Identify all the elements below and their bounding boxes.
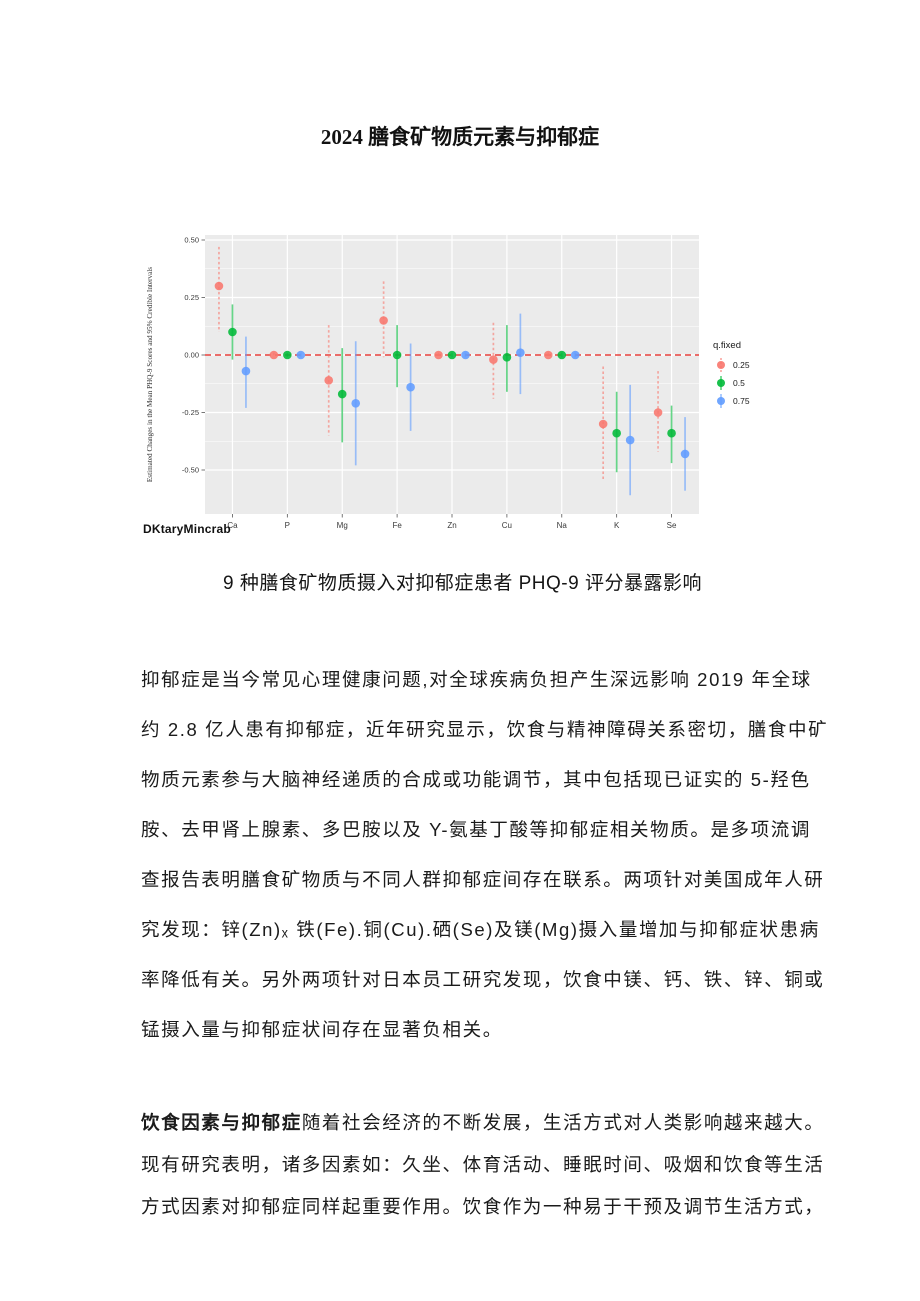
svg-text:Zn: Zn: [447, 521, 456, 530]
text-line: 物质元素参与大脑神经递质的合成或功能调节，其中包括现已证实的 5-羟色: [141, 769, 811, 790]
phq9-forest-chart: 0.50 0.25 0.00 -0.25 -0.50 Ca P Mg Fe Zn Cu Na K Se Es…: [142, 230, 792, 544]
figure-caption: 9 种膳食矿物质摄入对抑郁症患者 PHQ-9 评分暴露影响: [223, 573, 702, 594]
paragraph-diet-factors: 饮食因素与抑郁症随着社会经济的不断发展，生活方式对人类影响越来越大。 现有研究表…: [141, 1102, 825, 1228]
text-line: 究发现：锌(Zn)ₓ 铁(Fe).铜(Cu).硒(Se)及镁(Mg)摄入量增加与…: [141, 919, 820, 940]
paragraph-intro: 抑郁症是当今常见心理健康问题,对全球疾病负担产生深远影响 2019 年全球 约 …: [141, 655, 829, 1055]
page-title: 2024 膳食矿物质元素与抑郁症: [320, 125, 600, 149]
svg-text:0.75: 0.75: [733, 396, 750, 406]
svg-text:0.5: 0.5: [733, 378, 745, 388]
text-line: 率降低有关。另外两项针对日本员工研究发现，饮食中镁、钙、铁、锌、铜或: [141, 969, 825, 990]
chart-canvas: 0.50 0.25 0.00 -0.25 -0.50 Ca P Mg Fe Zn Cu Na K Se Es…: [146, 235, 750, 530]
svg-text:-0.25: -0.25: [182, 408, 199, 417]
svg-text:0.00: 0.00: [184, 351, 199, 360]
text-line: 饮食因素与抑郁症随着社会经济的不断发展，生活方式对人类影响越来越大。: [141, 1102, 823, 1144]
svg-text:Cu: Cu: [502, 521, 512, 530]
svg-text:K: K: [614, 521, 620, 530]
text-line: 查报告表明膳食矿物质与不同人群抑郁症间存在联系。两项针对美国成年人研: [141, 869, 825, 890]
svg-text:0.25: 0.25: [184, 293, 199, 302]
section-lead-bold: 饮食因素与抑郁症: [141, 1112, 302, 1133]
text-line: 抑郁症是当今常见心理健康问题,对全球疾病负担产生深远影响 2019 年全球: [141, 669, 812, 690]
text-line: 约 2.8 亿人患有抑郁症，近年研究显示，饮食与精神障碍关系密切，膳食中矿: [141, 719, 829, 740]
svg-text:Fe: Fe: [392, 521, 402, 530]
figure-watermark: DKtaryMincrab: [143, 522, 231, 536]
text-line: 胺、去甲肾上腺素、多巴胺以及 Y-氨基丁酸等抑郁症相关物质。是多项流调: [141, 819, 811, 840]
svg-text:P: P: [285, 521, 290, 530]
svg-text:Estimated Changes in the Mean: Estimated Changes in the Mean PHQ-9 Scor…: [146, 267, 154, 482]
section-lead-rest: 随着社会经济的不断发展，生活方式对人类影响越来越大。: [301, 1112, 825, 1133]
svg-text:q.fixed: q.fixed: [713, 340, 741, 351]
text-line: 方式因素对抑郁症同样起重要作用。饮食作为一种易于干预及调节生活方式，: [141, 1196, 825, 1217]
svg-text:Mg: Mg: [337, 521, 348, 530]
svg-text:Ca: Ca: [227, 521, 238, 530]
svg-text:0.25: 0.25: [733, 360, 750, 370]
svg-text:0.50: 0.50: [184, 236, 199, 245]
text-line: 现有研究表明，诸多因素如：久坐、体育活动、睡眠时间、吸烟和饮食等生活: [141, 1154, 825, 1175]
text-line: 锰摄入量与抑郁症状间存在显著负相关。: [141, 1019, 503, 1040]
svg-text:Se: Se: [667, 521, 677, 530]
svg-text:Na: Na: [557, 521, 568, 530]
svg-text:-0.50: -0.50: [182, 466, 199, 475]
